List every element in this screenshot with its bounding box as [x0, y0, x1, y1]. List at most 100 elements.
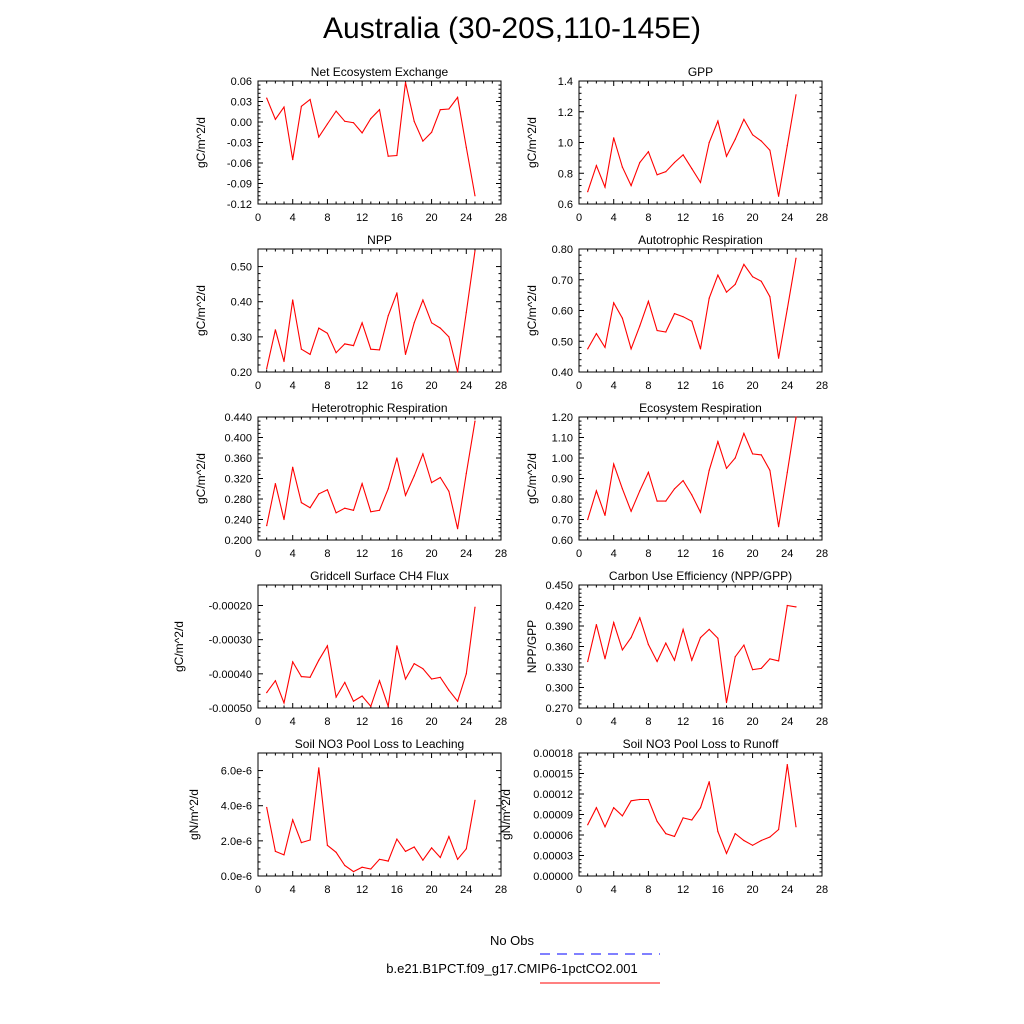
- x-tick-label: 4: [611, 380, 617, 392]
- data-point: [474, 420, 476, 422]
- y-tick-label: 0.70: [552, 275, 573, 287]
- x-tick-label: 24: [460, 548, 472, 560]
- data-point: [587, 824, 589, 826]
- data-point: [292, 159, 294, 161]
- x-tick-label: 12: [677, 212, 689, 224]
- data-point: [465, 311, 467, 313]
- plot-frame: [578, 584, 823, 709]
- x-tick-label: 12: [356, 212, 368, 224]
- data-point: [309, 98, 311, 101]
- data-point: [778, 357, 780, 359]
- series-line: [587, 258, 797, 359]
- data-point: [760, 839, 762, 842]
- x-tick-label: 0: [576, 884, 582, 896]
- data-point: [613, 137, 615, 139]
- x-tick-label: 24: [460, 212, 472, 224]
- x-tick-label: 28: [495, 548, 507, 560]
- data-point: [326, 123, 328, 125]
- data-point: [725, 852, 728, 855]
- data-point: [292, 466, 294, 468]
- x-tick-label: 8: [645, 884, 651, 896]
- y-tick-label: 0.50: [231, 262, 252, 274]
- y-tick-label: 0.50: [552, 336, 573, 348]
- plot-frame: [578, 248, 823, 373]
- x-tick-label: 20: [746, 380, 758, 392]
- x-tick-label: 8: [645, 716, 651, 728]
- data-point: [309, 353, 311, 355]
- panel-title: GPP: [688, 65, 713, 79]
- data-point: [361, 483, 363, 485]
- data-point: [344, 507, 346, 509]
- data-point: [752, 453, 754, 455]
- data-point: [370, 705, 372, 707]
- y-tick-label: 0.00006: [533, 830, 573, 842]
- data-point: [647, 798, 650, 801]
- x-tick-label: 4: [611, 716, 617, 728]
- legend-label-obs: No Obs: [489, 933, 535, 948]
- data-point: [717, 831, 719, 833]
- data-point: [639, 617, 641, 619]
- x-tick-label: 4: [611, 884, 617, 896]
- data-point: [274, 850, 276, 853]
- panel-title: Autotrophic Respiration: [638, 233, 763, 247]
- plot-frame: [257, 752, 502, 877]
- data-point: [621, 166, 624, 168]
- data-point: [734, 656, 736, 658]
- data-point: [396, 292, 398, 294]
- data-point: [717, 120, 719, 122]
- x-tick-label: 16: [391, 212, 403, 224]
- data-point: [656, 660, 658, 663]
- x-tick-label: 28: [495, 716, 507, 728]
- x-tick-label: 0: [576, 548, 582, 560]
- plot-frame: [578, 416, 823, 541]
- data-point: [743, 839, 745, 842]
- data-point: [725, 467, 728, 469]
- data-point: [725, 701, 728, 704]
- y-tick-label: 0.00018: [533, 748, 573, 760]
- data-point: [647, 300, 650, 302]
- data-point: [673, 488, 676, 490]
- data-point: [274, 329, 276, 331]
- data-point: [387, 705, 389, 707]
- data-point: [743, 118, 745, 120]
- x-tick-label: 4: [290, 716, 296, 728]
- y-tick-label: -0.00040: [209, 669, 252, 681]
- y-tick-label: -0.00050: [209, 703, 252, 715]
- y-axis-label: gN/m^2/d: [187, 789, 201, 840]
- data-point: [326, 645, 328, 647]
- data-point: [699, 807, 702, 809]
- data-point: [274, 118, 276, 120]
- data-point: [274, 483, 276, 485]
- data-point: [743, 263, 745, 265]
- data-point: [630, 185, 632, 187]
- data-point: [448, 835, 450, 838]
- y-tick-label: 0.00015: [533, 769, 573, 781]
- y-tick-label: 1.4: [558, 76, 573, 88]
- data-point: [474, 606, 476, 608]
- data-point: [656, 329, 658, 332]
- data-point: [673, 313, 676, 315]
- data-point: [431, 847, 433, 849]
- data-point: [734, 138, 736, 140]
- y-tick-label: 0.360: [224, 453, 252, 465]
- data-point: [283, 702, 285, 704]
- data-point: [725, 291, 728, 293]
- y-tick-label: -0.03: [227, 138, 252, 150]
- data-point: [439, 856, 441, 859]
- x-tick-label: 0: [255, 380, 261, 392]
- data-point: [621, 317, 624, 319]
- x-tick-label: 12: [677, 380, 689, 392]
- data-point: [604, 514, 606, 517]
- x-tick-label: 24: [460, 716, 472, 728]
- data-point: [326, 332, 328, 334]
- data-point: [387, 860, 389, 862]
- data-point: [656, 500, 658, 502]
- x-tick-label: 8: [324, 212, 330, 224]
- series-line: [266, 82, 476, 196]
- data-point: [318, 136, 320, 138]
- data-point: [431, 678, 433, 680]
- plot-frame: [257, 584, 502, 709]
- y-tick-label: 0.03: [231, 97, 252, 109]
- data-point: [656, 820, 658, 822]
